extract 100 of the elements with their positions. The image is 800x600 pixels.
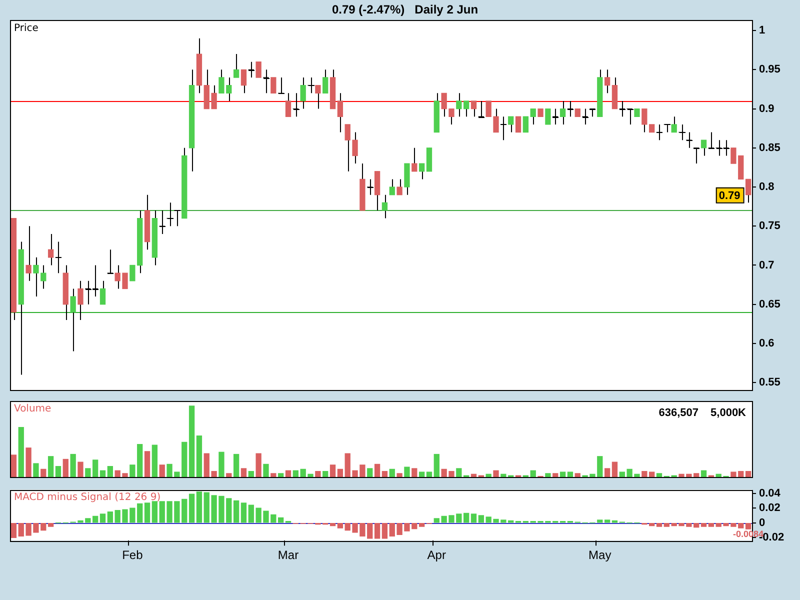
bar [26,448,32,477]
candlestick [456,92,462,118]
bar [10,523,17,538]
bar [493,470,499,477]
candlestick [233,54,240,78]
candlestick [545,108,551,125]
x-tick-label: May [588,548,612,562]
bar [226,473,232,477]
bar [70,454,76,477]
bar [374,464,380,477]
bar [144,502,150,523]
candlestick [500,116,507,141]
bar [412,468,418,477]
y-tick-label: 0.04 [759,487,782,500]
bar [486,474,492,477]
bar [278,517,284,523]
y-tick-label: 0.75 [759,220,780,232]
bar [574,473,580,477]
bar [107,511,113,523]
bar [322,470,328,477]
bar [248,470,254,477]
bar [649,523,655,526]
bar [337,523,344,528]
bar [62,458,68,477]
bar [382,523,388,539]
bar [196,491,202,523]
annotation: 5,000K [710,407,746,420]
candlestick [240,69,247,94]
candlestick [530,108,536,125]
bar [85,468,91,477]
y-tick-label: 0.6 [759,337,774,350]
bar [218,452,224,477]
bar [152,444,158,477]
x-tick-label: Mar [278,548,299,562]
bar [708,523,714,527]
y-tick-label: 0.85 [759,142,780,154]
y-tick-label: 0.02 [759,502,780,514]
bar [330,464,336,477]
bar [374,523,380,539]
bar [188,494,195,523]
bar [92,516,98,523]
bar [745,470,752,477]
bar [285,470,292,477]
candlestick [412,147,418,172]
candlestick [270,77,276,94]
bar [263,464,269,477]
bar [470,474,477,477]
candlestick [256,62,262,78]
bar [604,468,610,477]
bar [278,473,284,477]
candlestick [515,116,522,133]
candlestick [418,163,425,180]
bar [256,453,262,477]
bar [597,520,603,523]
bar [426,472,432,477]
y-tick-label: 0.55 [759,376,780,389]
candlestick [285,92,292,118]
candlestick [26,226,32,282]
candlestick [508,116,514,133]
bar [567,472,574,477]
bar [92,460,98,477]
y-tick-label: 1 [759,24,766,37]
bar [33,463,39,477]
y-tick-label: 0.8 [759,181,774,194]
candlestick [263,69,270,94]
bar [78,462,84,477]
x-tick-label: Apr [427,548,446,562]
bar [434,454,440,477]
bar [55,466,62,477]
bar [233,500,240,523]
y-tick-label: 0.9 [759,102,774,115]
candlestick [642,108,648,133]
bar [745,523,752,530]
bar [545,473,551,477]
bar [418,523,425,527]
bar [40,468,46,477]
candlestick [70,288,76,352]
bar [464,512,470,523]
bar [107,466,113,477]
bar [649,472,655,477]
chart-title: 0.79 (-2.47%) Daily 2 Jun [332,2,478,17]
bar [604,520,610,523]
bar [10,454,17,477]
bar [700,523,707,527]
candlestick [382,194,388,219]
bar [337,468,344,477]
bar [552,473,558,477]
bar [404,466,410,477]
bar [330,523,336,526]
y-tick-label: 0.7 [759,259,774,272]
bar [700,470,707,477]
bar [470,514,477,523]
candlestick [700,140,707,156]
candlestick [389,178,395,196]
bar [367,468,373,477]
candlestick [396,178,402,196]
candlestick [560,100,566,125]
annotation: 0.79 [718,190,740,202]
chart-title: Volume [14,404,52,415]
bar [530,470,536,477]
